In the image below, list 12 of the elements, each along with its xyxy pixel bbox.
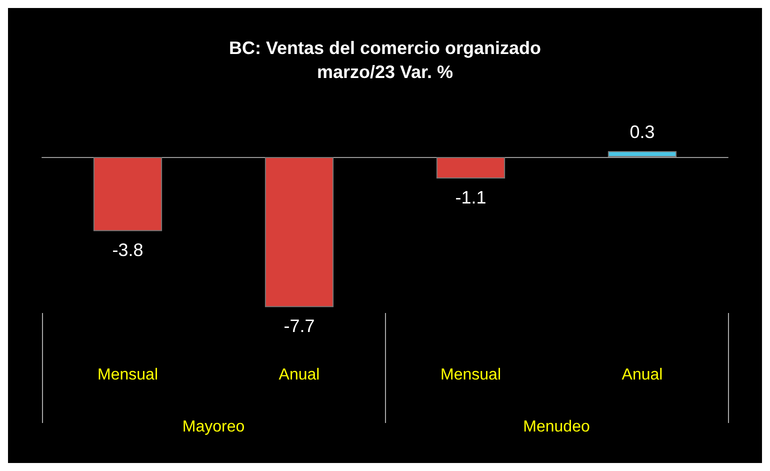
- text: Mayoreo: [182, 418, 245, 436]
- x-tick-label: Anual: [622, 366, 663, 384]
- data-label: -7.7: [284, 316, 315, 336]
- data-label: -1.1: [455, 187, 486, 208]
- data-label: 0.3: [630, 122, 655, 142]
- x-tick-label: Mensual: [440, 366, 501, 384]
- x-tick-label: Mensual: [98, 366, 158, 384]
- text: Menudeo: [523, 418, 590, 436]
- x-tick-label: Anual: [278, 366, 320, 384]
- chart-subtitle: marzo/23 Var. %: [316, 62, 454, 82]
- chart-title: BC: Ventas del comercio organizado: [228, 38, 542, 58]
- data-label: -3.8: [112, 240, 144, 260]
